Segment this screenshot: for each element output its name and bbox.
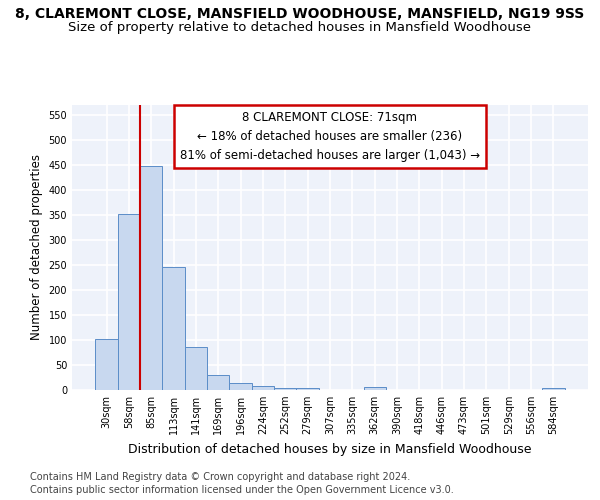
Bar <box>140 166 163 390</box>
Bar <box>229 383 252 390</box>
Bar <box>163 267 185 390</box>
Bar <box>542 388 565 390</box>
Text: Distribution of detached houses by size in Mansfield Woodhouse: Distribution of detached houses by size … <box>128 442 532 456</box>
Bar <box>364 387 386 390</box>
Text: Contains public sector information licensed under the Open Government Licence v3: Contains public sector information licen… <box>30 485 454 495</box>
Text: Size of property relative to detached houses in Mansfield Woodhouse: Size of property relative to detached ho… <box>68 21 532 34</box>
Bar <box>118 214 140 390</box>
Bar <box>252 386 274 390</box>
Text: Contains HM Land Registry data © Crown copyright and database right 2024.: Contains HM Land Registry data © Crown c… <box>30 472 410 482</box>
Bar <box>185 346 207 390</box>
Bar <box>296 388 319 390</box>
Bar <box>274 388 296 390</box>
Text: 8, CLAREMONT CLOSE, MANSFIELD WOODHOUSE, MANSFIELD, NG19 9SS: 8, CLAREMONT CLOSE, MANSFIELD WOODHOUSE,… <box>16 8 584 22</box>
Text: 8 CLAREMONT CLOSE: 71sqm
← 18% of detached houses are smaller (236)
81% of semi-: 8 CLAREMONT CLOSE: 71sqm ← 18% of detach… <box>180 110 480 162</box>
Y-axis label: Number of detached properties: Number of detached properties <box>30 154 43 340</box>
Bar <box>95 338 118 390</box>
Bar <box>207 375 229 390</box>
